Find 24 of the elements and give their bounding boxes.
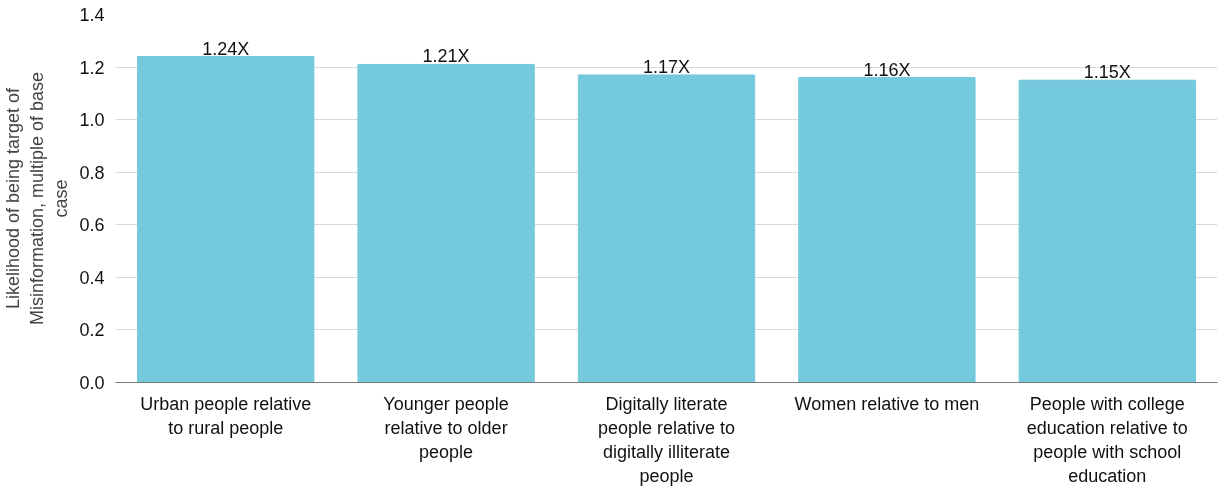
y-tick-label: 0.4 xyxy=(79,267,105,288)
bar xyxy=(137,56,315,383)
data-label: 1.21X xyxy=(422,46,470,67)
y-tick-label: 0.0 xyxy=(79,373,105,393)
y-tick-label: 1.4 xyxy=(79,5,105,25)
bar xyxy=(577,74,756,383)
data-label: 1.24X xyxy=(202,38,250,59)
y-tick-label: 1.2 xyxy=(79,57,105,78)
x-tick-label: Digitally literate people relative to digitally illiterate people xyxy=(597,393,736,486)
bar xyxy=(798,77,976,383)
data-label: 1.15X xyxy=(1083,62,1131,83)
bar xyxy=(357,63,535,383)
data-label: 1.17X xyxy=(642,56,691,77)
x-tick-label: Urban people relative to rural people xyxy=(140,393,312,438)
y-tick-label: 0.6 xyxy=(79,215,105,236)
bar xyxy=(1018,79,1196,383)
y-tick-label: 0.2 xyxy=(79,320,105,341)
x-tick-label: People with college education relative to people with school education xyxy=(1026,393,1188,486)
x-tick-label: Younger people relative to older people xyxy=(383,393,509,462)
y-tick-label: 0.8 xyxy=(79,162,105,183)
data-label: 1.16X xyxy=(863,59,911,80)
y-axis-title: Likelihood of being target of Misinformation, multiple of base case xyxy=(3,71,72,326)
x-tick-label: Women relative to men xyxy=(794,393,980,414)
y-tick-label: 1.0 xyxy=(79,110,105,131)
